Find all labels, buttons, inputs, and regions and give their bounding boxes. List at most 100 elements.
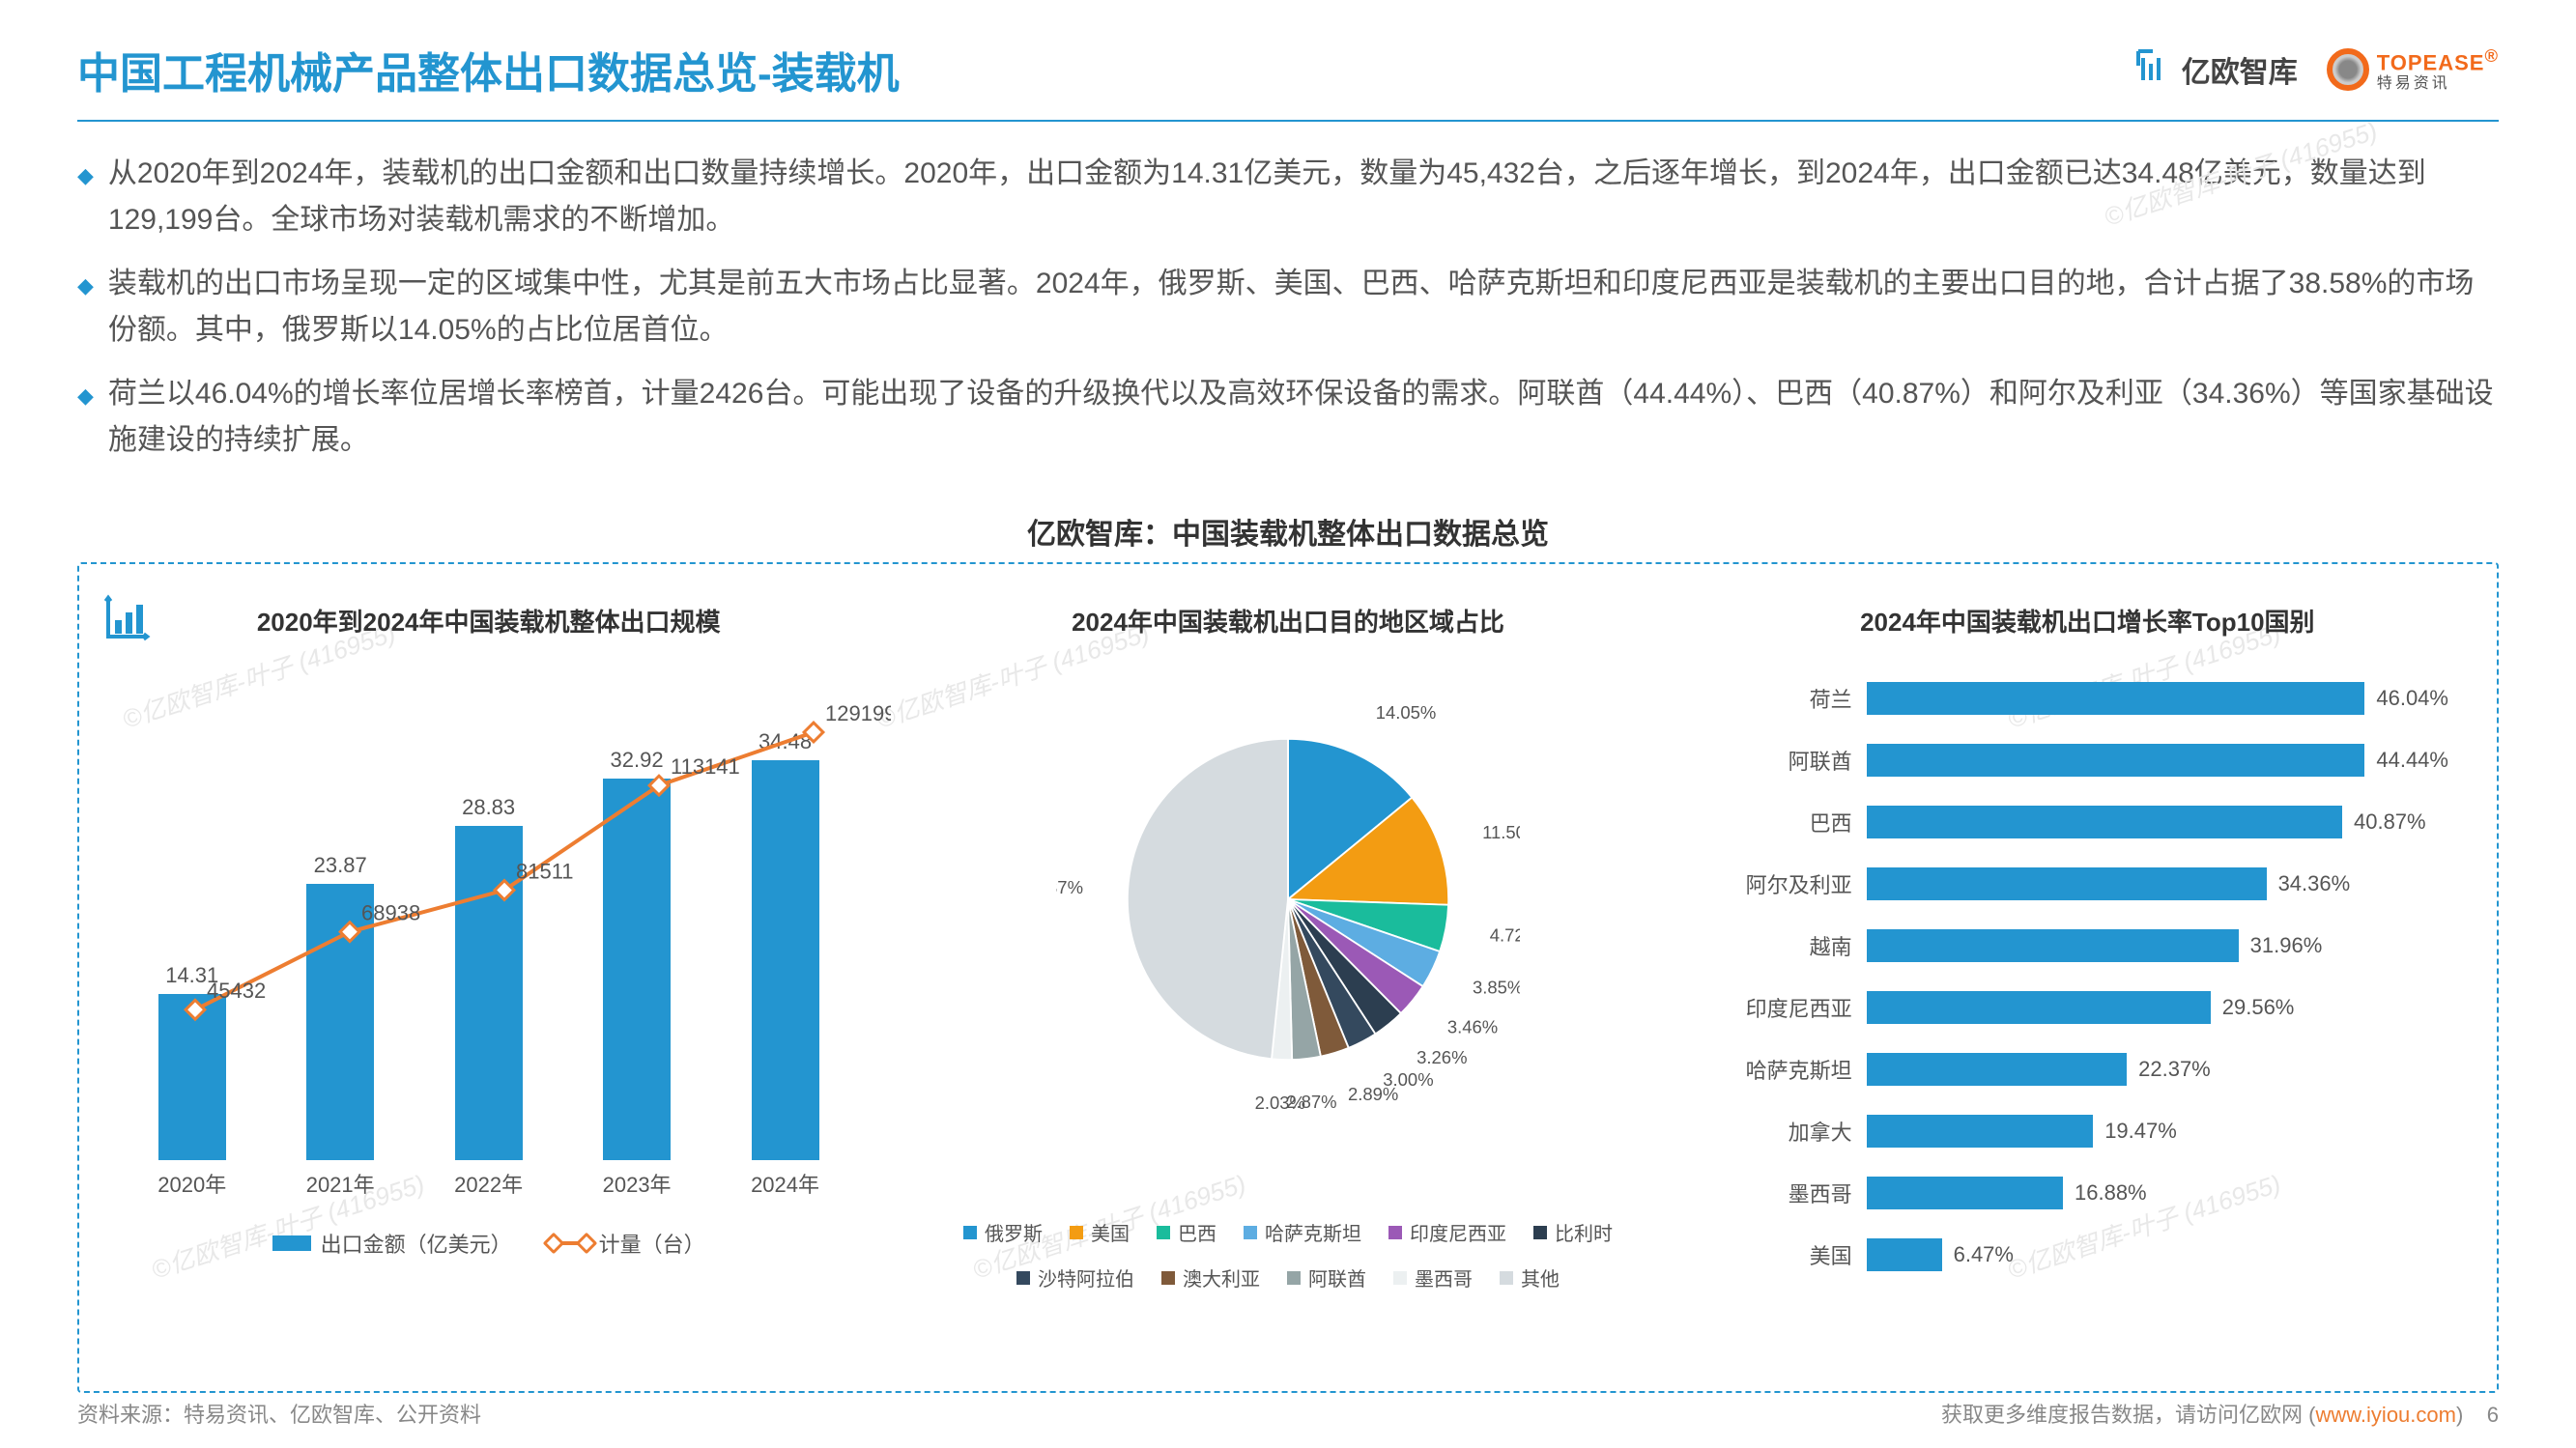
hbar-track: 22.37% — [1867, 1053, 2448, 1086]
footer-cta-prefix: 获取更多维度报告数据，请访问亿欧网 ( — [1941, 1403, 2315, 1427]
logo-topease-icon — [2327, 48, 2369, 91]
hbar-fill — [1867, 1053, 2127, 1086]
pie-legend-item: 墨西哥 — [1393, 1263, 1473, 1292]
pie-legend-label: 澳大利亚 — [1183, 1263, 1260, 1292]
pie-legend-label: 美国 — [1091, 1218, 1130, 1246]
bar-value: 23.87 — [314, 853, 367, 878]
hbar-fill — [1867, 744, 2365, 777]
pie-slice — [1128, 739, 1288, 1059]
hbar-chart: 荷兰46.04% 阿联酋 44.44% 巴西40.87% 阿尔及利亚 34.36% 越南31… — [1698, 667, 2477, 1286]
footer-source: 资料来源：特易资讯、亿欧智库、公开资料 — [77, 1398, 481, 1429]
hbar-value: 19.47% — [2104, 1119, 2177, 1144]
legend-bar: 出口金额（亿美元） — [272, 1228, 512, 1259]
hbar-track: 29.56% — [1867, 991, 2448, 1024]
bar-line-panel: 2020年到2024年中国装载机整体出口规模 14.3123.8728.8332… — [99, 583, 878, 1362]
bar-line-chart: 14.3123.8728.8332.9234.48 45432689388151… — [118, 667, 859, 1208]
pie-legend-item: 其他 — [1500, 1263, 1560, 1292]
x-label: 2020年 — [157, 1168, 226, 1199]
bar-value: 32.92 — [611, 748, 664, 773]
pie-legend-label: 比利时 — [1555, 1218, 1613, 1246]
bullet-icon: ◆ — [77, 269, 94, 354]
bar — [306, 884, 374, 1160]
pie-panel: 2024年中国装载机出口目的地区域占比 14.05%11.50%4.72%3.8… — [898, 583, 1677, 1362]
pie-legend-label: 巴西 — [1178, 1218, 1216, 1246]
pie-legend-swatch — [1016, 1271, 1030, 1285]
hbar-row: 越南31.96% — [1707, 929, 2448, 962]
pie-legend-swatch — [963, 1226, 977, 1239]
pie-legend-item: 巴西 — [1157, 1218, 1216, 1246]
pie-legend-swatch — [1533, 1226, 1547, 1239]
hbar-value: 22.37% — [2138, 1057, 2211, 1082]
pie-legend-label: 哈萨克斯坦 — [1265, 1218, 1361, 1246]
pie-legend-swatch — [1393, 1271, 1407, 1285]
hbar-track: 19.47% — [1867, 1115, 2448, 1148]
hbar-label: 墨西哥 — [1707, 1178, 1852, 1208]
bar — [752, 760, 819, 1160]
bar-line-legend: 出口金额（亿美元） 计量（台） — [99, 1228, 878, 1259]
hbar-fill — [1867, 867, 2267, 900]
pie-legend-swatch — [1157, 1226, 1170, 1239]
bullet-icon: ◆ — [77, 379, 94, 464]
svg-text:2.03%: 2.03% — [1255, 1093, 1305, 1113]
page-title: 中国工程机械产品整体出口数据总览-装载机 — [77, 39, 900, 100]
hbar-fill — [1867, 991, 2211, 1024]
pie-legend-item: 比利时 — [1533, 1218, 1613, 1246]
bar-group: 14.31 — [144, 963, 241, 1160]
hbar-value: 44.44% — [2376, 748, 2448, 773]
hbar-row: 加拿大19.47% — [1707, 1115, 2448, 1148]
logo-topease-bot: 特易资讯 — [2377, 75, 2499, 93]
legend-line-swatch — [551, 1241, 589, 1245]
x-label: 2021年 — [306, 1168, 375, 1199]
bar — [603, 779, 671, 1160]
hbar-value: 34.36% — [2278, 871, 2351, 896]
bullet-text: 从2020年到2024年，装载机的出口金额和出口数量持续增长。2020年，出口金… — [108, 151, 2499, 243]
logos: 亿欧智库 TOPEASE® 特易资讯 — [2133, 46, 2499, 94]
pie-legend-item: 印度尼西亚 — [1388, 1218, 1506, 1246]
pie-legend-item: 哈萨克斯坦 — [1244, 1218, 1361, 1246]
hbar-row: 印度尼西亚29.56% — [1707, 991, 2448, 1024]
hbar-fill — [1867, 1115, 2094, 1148]
hbar-row: 墨西哥 16.88% — [1707, 1177, 2448, 1209]
hbar-label: 阿联酋 — [1707, 745, 1852, 776]
pie-chart-title: 2024年中国装载机出口目的地区域占比 — [898, 603, 1677, 639]
charts-container: 2020年到2024年中国装载机整体出口规模 14.3123.8728.8332… — [77, 562, 2499, 1393]
hbar-row: 阿联酋 44.44% — [1707, 744, 2448, 777]
bar-group: 23.87 — [292, 853, 388, 1160]
hbar-row: 巴西40.87% — [1707, 806, 2448, 838]
hbar-value: 16.88% — [2075, 1180, 2147, 1206]
pie-legend-item: 沙特阿拉伯 — [1016, 1263, 1134, 1292]
hbar-fill — [1867, 682, 2365, 715]
hbar-row: 荷兰46.04% — [1707, 682, 2448, 715]
pie-legend-label: 印度尼西亚 — [1410, 1218, 1506, 1246]
pie-legend-label: 其他 — [1521, 1263, 1560, 1292]
hbar-label: 荷兰 — [1707, 683, 1852, 714]
bar-value: 14.31 — [165, 963, 218, 988]
legend-line-text: 计量（台） — [599, 1228, 705, 1259]
hbar-fill — [1867, 929, 2239, 962]
pie-legend-swatch — [1388, 1226, 1402, 1239]
hbar-track: 44.44% — [1867, 744, 2448, 777]
pie-legend-swatch — [1287, 1271, 1301, 1285]
svg-text:11.50%: 11.50% — [1482, 822, 1520, 842]
hbar-track: 6.47% — [1867, 1238, 2448, 1271]
hbar-row: 阿尔及利亚 34.36% — [1707, 867, 2448, 900]
hbar-fill — [1867, 1177, 2063, 1209]
hbar-track: 16.88% — [1867, 1177, 2448, 1209]
svg-text:3.85%: 3.85% — [1473, 978, 1520, 998]
x-label: 2022年 — [454, 1168, 523, 1199]
hbar-label: 阿尔及利亚 — [1707, 868, 1852, 899]
pie-legend: 俄罗斯美国巴西哈萨克斯坦印度尼西亚比利时沙特阿拉伯澳大利亚阿联酋墨西哥其他 — [898, 1218, 1677, 1292]
pie-legend-swatch — [1500, 1271, 1513, 1285]
pie-legend-item: 澳大利亚 — [1161, 1263, 1260, 1292]
bar — [455, 826, 523, 1160]
x-label: 2024年 — [751, 1168, 819, 1199]
pie-legend-label: 阿联酋 — [1308, 1263, 1366, 1292]
bar-group: 28.83 — [441, 795, 537, 1160]
bullet-item: ◆荷兰以46.04%的增长率位居增长率榜首，计量2426台。可能出现了设备的升级… — [77, 371, 2499, 464]
hbar-label: 美国 — [1707, 1239, 1852, 1270]
pie-chart: 14.05%11.50%4.72%3.85%3.46%3.26%3.00%2.8… — [898, 667, 1677, 1208]
hbar-fill — [1867, 806, 2342, 838]
chart-icon — [103, 593, 152, 646]
legend-bar-swatch — [272, 1235, 311, 1251]
footer-link[interactable]: www.iyiou.com — [2315, 1403, 2455, 1427]
